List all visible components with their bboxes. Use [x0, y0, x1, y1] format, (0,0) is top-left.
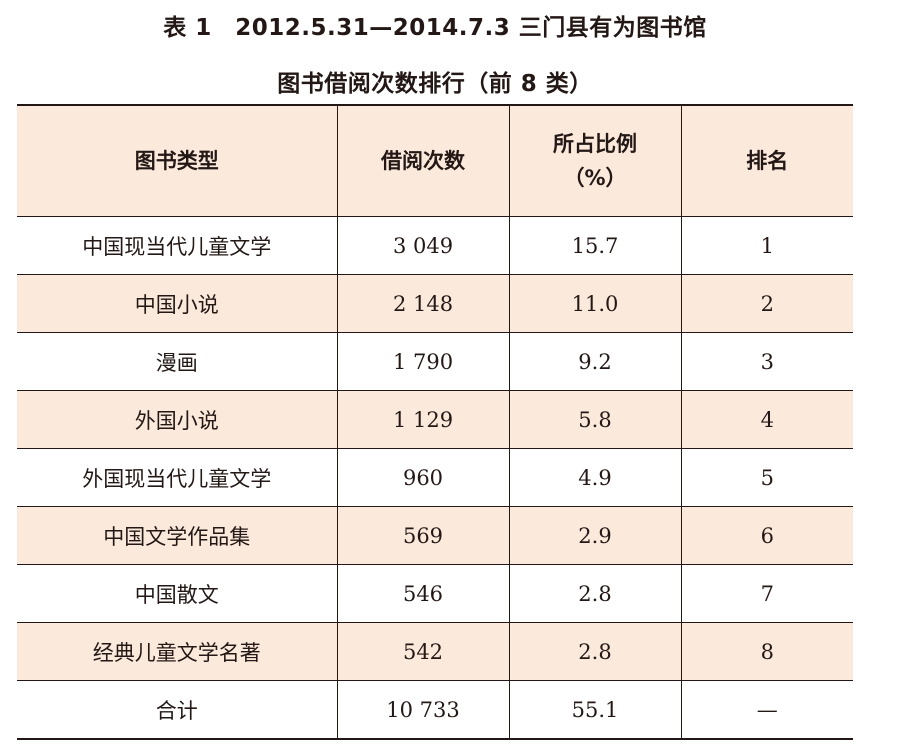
total-row: 合计 10 733 55.1 —: [17, 680, 853, 740]
header-row: 图书类型 借阅次数 所占比例 （%） 排名: [17, 104, 853, 217]
cell-ratio: 15.7: [508, 216, 681, 275]
cell-category: 中国散文: [17, 564, 337, 623]
header-rank: 排名: [680, 104, 853, 217]
cell-category: 中国文学作品集: [17, 506, 337, 565]
cell-category: 经典儿童文学名著: [17, 622, 337, 681]
cell-rank: 8: [680, 622, 853, 681]
total-ratio: 55.1: [508, 680, 681, 740]
cell-category: 中国小说: [17, 274, 337, 333]
header-ratio: 所占比例 （%）: [508, 104, 681, 217]
cell-rank: 3: [680, 332, 853, 391]
cell-rank: 2: [680, 274, 853, 333]
table-caption-subtitle: 图书借阅次数排行（前 8 类）: [277, 71, 593, 97]
ranking-table: 图书类型 借阅次数 所占比例 （%） 排名 中国现当代儿童文学 3 049 15…: [17, 104, 853, 740]
cell-category: 外国现当代儿童文学: [17, 448, 337, 507]
cell-rank: 6: [680, 506, 853, 565]
cell-ratio: 2.8: [508, 622, 681, 681]
cell-rank: 4: [680, 390, 853, 449]
cell-ratio: 5.8: [508, 390, 681, 449]
table-row: 中国散文 546 2.8 7: [17, 564, 853, 623]
cell-count: 569: [336, 506, 509, 565]
cell-count: 542: [336, 622, 509, 681]
cell-count: 3 049: [336, 216, 509, 275]
cell-ratio: 2.8: [508, 564, 681, 623]
table-row: 漫画 1 790 9.2 3: [17, 332, 853, 391]
cell-count: 1 790: [336, 332, 509, 391]
table-row: 外国小说 1 129 5.8 4: [17, 390, 853, 449]
cell-ratio: 11.0: [508, 274, 681, 333]
cell-category: 中国现当代儿童文学: [17, 216, 337, 275]
header-count: 借阅次数: [336, 104, 509, 217]
cell-ratio: 9.2: [508, 332, 681, 391]
total-rank: —: [680, 680, 853, 740]
cell-ratio: 4.9: [508, 448, 681, 507]
header-ratio-unit: （%）: [563, 166, 627, 190]
cell-ratio: 2.9: [508, 506, 681, 565]
table-row: 中国现当代儿童文学 3 049 15.7 1: [17, 216, 853, 275]
table-caption: 表 1 2012.5.31—2014.7.3 三门县有为图书馆: [163, 15, 707, 41]
cell-count: 1 129: [336, 390, 509, 449]
table-row: 外国现当代儿童文学 960 4.9 5: [17, 448, 853, 507]
cell-category: 漫画: [17, 332, 337, 391]
header-ratio-label: 所占比例: [553, 132, 637, 156]
table-row: 中国文学作品集 569 2.9 6: [17, 506, 853, 565]
total-label: 合计: [17, 680, 337, 740]
table-row: 经典儿童文学名著 542 2.8 8: [17, 622, 853, 681]
cell-rank: 7: [680, 564, 853, 623]
header-category: 图书类型: [17, 104, 337, 217]
cell-rank: 1: [680, 216, 853, 275]
cell-count: 546: [336, 564, 509, 623]
cell-rank: 5: [680, 448, 853, 507]
cell-count: 2 148: [336, 274, 509, 333]
table-row: 中国小说 2 148 11.0 2: [17, 274, 853, 333]
cell-category: 外国小说: [17, 390, 337, 449]
total-count: 10 733: [336, 680, 509, 740]
cell-count: 960: [336, 448, 509, 507]
